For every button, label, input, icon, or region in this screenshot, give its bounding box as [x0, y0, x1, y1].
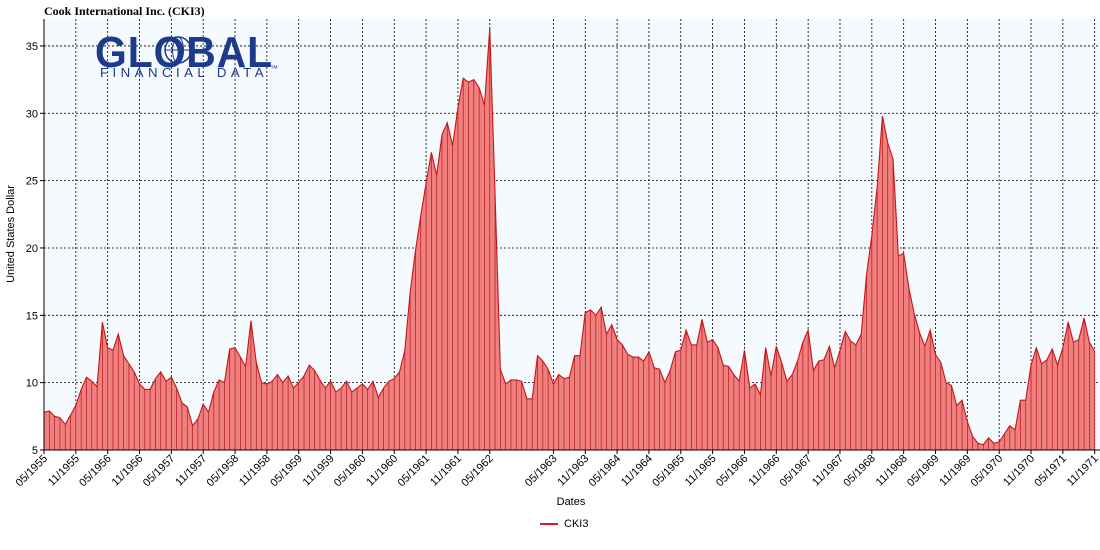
series-line-cki3: [43, 28, 1096, 446]
x-tick-label: 11/1971: [1065, 453, 1100, 489]
x-tick-label: 11/1969: [937, 453, 973, 489]
globe-icon: [164, 36, 192, 64]
axes: [43, 19, 1100, 451]
y-tick-label: 10: [26, 378, 38, 390]
x-tick-label: 05/1958: [205, 453, 242, 490]
x-tick-label: 11/1959: [301, 453, 337, 489]
y-tick-labels: 5 10 15 20 25 30 35: [26, 41, 44, 457]
x-tick-label: 05/1968: [841, 453, 878, 490]
global-financial-data-logo: GLOBAL FINANCIAL DATA ™: [95, 28, 278, 80]
y-tick-label: 25: [26, 176, 38, 188]
x-tick-label: 11/1960: [364, 453, 400, 489]
series-layer: [43, 28, 1096, 451]
y-tick-label: 5: [32, 445, 38, 457]
x-tick-label: 05/1963: [523, 453, 560, 490]
x-tick-label: 11/1958: [237, 453, 273, 489]
chart-title: Cook International Inc. (CKI3): [44, 4, 205, 18]
y-tick-label: 20: [26, 243, 38, 255]
x-tick-label: 05/1967: [778, 453, 815, 490]
x-tick-label: 05/1961: [396, 453, 433, 490]
x-tick-label: 05/1971: [1032, 453, 1069, 490]
x-tick-labels: 05/195511/195505/195611/195605/195711/19…: [14, 450, 1100, 489]
legend: CKI3: [540, 518, 588, 530]
y-tick-label: 15: [26, 310, 38, 322]
x-tick-label: 05/1966: [714, 453, 751, 490]
x-tick-label: 05/1960: [332, 453, 369, 490]
x-tick-label: 05/1969: [905, 453, 942, 490]
x-tick-label: 11/1957: [173, 453, 209, 489]
x-tick-label: 05/1970: [969, 453, 1006, 490]
x-tick-label: 11/1963: [555, 453, 591, 489]
series-area-cki3: [44, 28, 1095, 451]
x-tick-label: 05/1962: [459, 453, 496, 490]
y-tick-label: 30: [26, 108, 38, 120]
x-tick-label: 11/1968: [874, 453, 910, 489]
legend-swatch-cki3: [540, 523, 558, 525]
x-tick-label: 11/1961: [428, 453, 464, 489]
x-tick-label: 11/1956: [110, 453, 146, 489]
x-tick-label: 05/1965: [650, 453, 687, 490]
x-tick-label: 05/1964: [587, 453, 624, 490]
logo-trademark: ™: [270, 64, 278, 73]
logo-sub-text: FINANCIAL DATA: [100, 66, 268, 80]
y-axis-title: United States Dollar: [5, 185, 17, 283]
x-tick-label: 05/1956: [77, 453, 114, 490]
legend-label-cki3: CKI3: [564, 518, 589, 530]
x-tick-label: 11/1966: [746, 453, 782, 489]
x-tick-label: 11/1964: [619, 453, 655, 489]
x-tick-label: 05/1959: [268, 453, 305, 490]
y-tick-label: 35: [26, 41, 38, 53]
x-tick-label: 11/1965: [683, 453, 719, 489]
x-tick-label: 11/1955: [46, 453, 82, 489]
x-axis-title: Dates: [557, 496, 586, 508]
x-tick-label: 05/1957: [141, 453, 178, 490]
x-tick-label: 11/1970: [1001, 453, 1037, 489]
x-tick-label: 05/1955: [14, 453, 51, 490]
x-tick-label: 11/1967: [810, 453, 846, 489]
